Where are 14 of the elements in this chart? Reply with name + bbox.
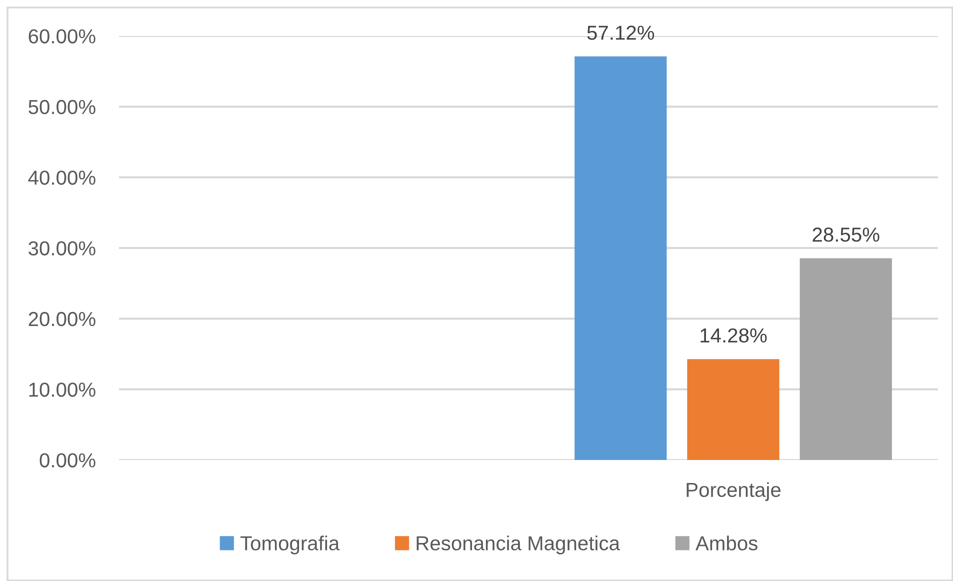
y-tick-label: 30.00%	[28, 241, 96, 256]
data-label: 28.55%	[812, 228, 880, 242]
legend-label: Resonancia Magnetica	[416, 536, 620, 554]
data-label: 57.12%	[587, 26, 654, 40]
y-tick-label: 20.00%	[28, 312, 96, 326]
y-tick-label: 40.00%	[28, 170, 96, 185]
legend-label: Ambos	[696, 536, 758, 550]
y-tick-label: 50.00%	[28, 100, 96, 114]
y-tick-label: 60.00%	[28, 29, 96, 44]
y-tick-label: 10.00%	[29, 382, 96, 397]
y-tick-label: 0.00%	[40, 453, 96, 468]
data-label: 14.28%	[700, 328, 767, 343]
legend-label: Tomografia	[240, 536, 340, 554]
x-tick-label: Porcentaje	[686, 482, 780, 501]
